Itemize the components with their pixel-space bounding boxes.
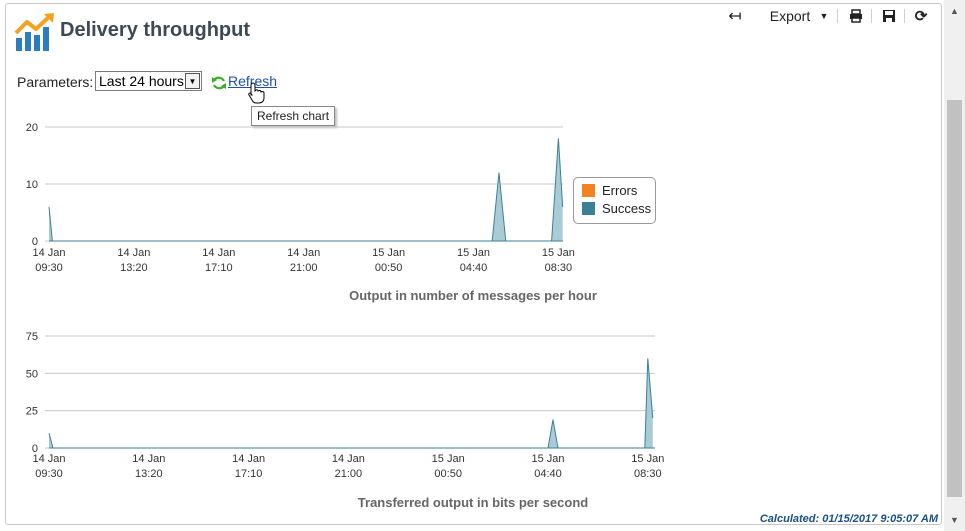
hand-pointer-icon	[248, 82, 265, 104]
caret-down-icon[interactable]: ▼	[819, 11, 829, 21]
x-tick-label-date: 14 Jan	[287, 247, 320, 259]
legend-label-errors: Errors	[602, 183, 638, 198]
toolbar-divider	[837, 9, 838, 23]
series-line-success	[48, 138, 564, 242]
period-select-value: Last 24 hours	[99, 73, 184, 89]
x-tick-label-date: 15 Jan	[542, 247, 575, 259]
x-tick-label-time: 17:10	[235, 468, 263, 480]
y-tick-label: 10	[26, 179, 38, 191]
legend-item-success: Success	[582, 201, 651, 216]
chart-title: Transferred output in bits per second	[358, 495, 588, 510]
x-tick-label-time: 00:50	[434, 468, 462, 480]
x-tick-label-time: 08:30	[634, 468, 662, 480]
x-tick-label-time: 13:20	[135, 468, 163, 480]
x-tick-label-time: 04:40	[460, 262, 488, 274]
x-tick-label-date: 14 Jan	[32, 453, 65, 465]
y-tick-label: 50	[26, 368, 38, 380]
x-tick-label-time: 00:50	[375, 262, 403, 274]
y-tick-label: 20	[26, 122, 38, 134]
x-tick-label-time: 04:40	[534, 468, 562, 480]
series-line-success	[48, 358, 654, 449]
x-tick-label-date: 15 Jan	[631, 453, 664, 465]
x-tick-label-time: 21:00	[290, 262, 318, 274]
legend-label-success: Success	[602, 201, 652, 216]
calculated-timestamp: Calculated: 01/15/2017 9:05:07 AM	[759, 513, 938, 525]
page-title: Delivery throughput	[60, 19, 251, 41]
x-tick-label-date: 15 Jan	[457, 247, 490, 259]
y-tick-label: 0	[32, 236, 38, 248]
x-tick-label-time: 09:30	[35, 262, 63, 274]
export-button[interactable]: Export	[769, 8, 811, 24]
x-tick-label-date: 14 Jan	[32, 247, 65, 259]
x-tick-label-date: 15 Jan	[372, 247, 405, 259]
x-tick-label-date: 14 Jan	[132, 453, 165, 465]
scroll-up-icon[interactable]: ▲	[950, 6, 959, 16]
legend-item-errors: Errors	[582, 183, 637, 198]
y-tick-label: 0	[32, 443, 38, 455]
x-tick-label-date: 15 Jan	[432, 453, 465, 465]
scroll-down-icon[interactable]: ▼	[950, 515, 959, 525]
x-tick-label-date: 14 Jan	[332, 453, 365, 465]
chart-legend: Errors Success	[573, 177, 656, 224]
chevron-down-icon[interactable]: ▼	[185, 73, 200, 89]
throughput-charts: 0 10 20 14 Jan 09:30 14 Jan 13:20 14 Jan 17:10 14…	[26, 122, 665, 510]
vertical-scrollbar[interactable]: ▲ ▼	[944, 0, 965, 531]
x-tick-label-date: 14 Jan	[202, 247, 235, 259]
toolbar-divider	[904, 9, 905, 23]
back-arrow-icon[interactable]: ↤	[728, 8, 742, 25]
chart-title: Output in number of messages per hour	[349, 288, 597, 303]
toolbar-divider	[871, 9, 872, 23]
refresh-tooltip: Refresh chart	[251, 106, 336, 126]
x-tick-label-time: 08:30	[545, 262, 573, 274]
y-tick-label: 75	[26, 331, 38, 343]
legend-swatch-errors	[582, 184, 595, 197]
y-tick-label: 25	[26, 406, 38, 418]
scrollbar-thumb[interactable]	[947, 100, 962, 497]
series-area-success	[49, 358, 653, 448]
x-tick-label-date: 14 Jan	[117, 247, 150, 259]
reload-icon[interactable]: ⟳	[914, 8, 928, 25]
save-icon[interactable]	[879, 6, 899, 26]
legend-swatch-success	[582, 202, 595, 215]
parameters-label: Parameters:	[17, 74, 94, 90]
x-tick-label-time: 21:00	[335, 468, 363, 480]
chart-trend-icon	[14, 13, 54, 51]
x-tick-label-time: 17:10	[205, 262, 233, 274]
print-icon[interactable]	[846, 6, 866, 26]
refresh-link[interactable]: Refresh	[228, 73, 278, 89]
x-tick-label-date: 15 Jan	[531, 453, 564, 465]
x-tick-label-time: 13:20	[120, 262, 148, 274]
series-area-success	[49, 138, 563, 241]
x-tick-label-time: 09:30	[35, 468, 63, 480]
period-select[interactable]: Last 24 hours ▼	[95, 71, 202, 91]
refresh-icon[interactable]	[211, 75, 227, 91]
x-tick-label-date: 14 Jan	[232, 453, 265, 465]
